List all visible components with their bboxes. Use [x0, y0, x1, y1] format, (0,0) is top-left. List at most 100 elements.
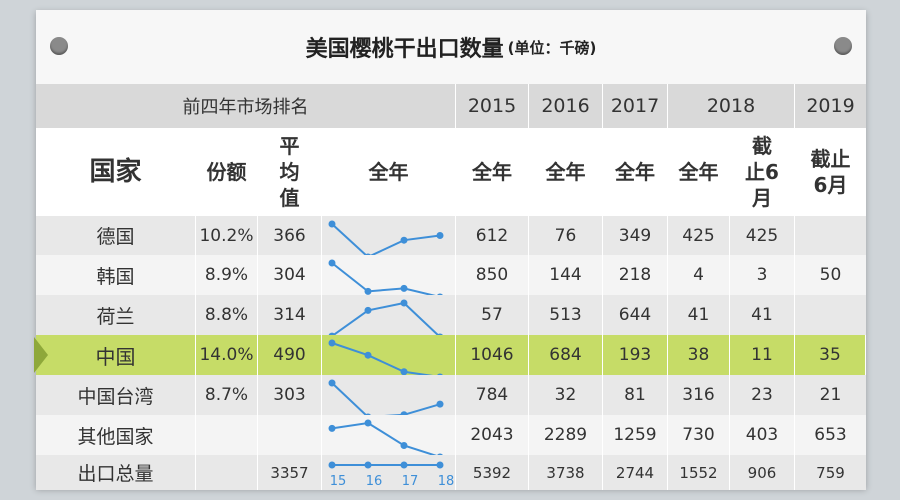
cell-value-2018-june: 425 — [730, 216, 795, 255]
header-avg: 平均值 — [258, 128, 322, 216]
sparkline-line — [331, 223, 441, 255]
sparkline-point — [400, 299, 408, 307]
cell-share: 10.2% — [196, 216, 258, 255]
year-axis-label: 16 — [366, 474, 383, 489]
table-title: 美国樱桃干出口数量 — [305, 37, 504, 62]
cell-value-2017: 193 — [603, 335, 668, 375]
header-share: 份额 — [196, 128, 258, 216]
sparkline-point — [400, 441, 408, 449]
year-axis-point — [400, 461, 408, 469]
cell-trend — [322, 295, 456, 335]
cell-value-2018-june: 23 — [730, 375, 795, 415]
sparkline-line — [331, 421, 438, 455]
cell-trend — [322, 216, 456, 255]
cell-country: 其他国家 — [36, 415, 196, 455]
cell-value-2017: 81 — [603, 375, 668, 415]
year-axis-point — [364, 461, 372, 469]
header-2018-june: 截止6月 — [730, 128, 795, 216]
cell-country: 出口总量 — [36, 455, 196, 490]
sparkline-point — [328, 339, 336, 347]
cell-value-2019-june: 21 — [819, 385, 842, 405]
cell-share: 8.7% — [196, 375, 258, 415]
cell-value-2018-june: 41 — [730, 295, 795, 335]
cell-country: 中国台湾 — [36, 375, 196, 415]
sparkline-point — [364, 287, 372, 295]
table-row: 中国 14.0% 490 1046 684 193 38 11 35 — [34, 335, 866, 375]
sparkline — [328, 299, 443, 335]
cell-avg: 303 — [258, 375, 322, 415]
year-axis-label: 18 — [438, 474, 455, 489]
cell-country: 荷兰 — [36, 295, 196, 335]
cell-value-2016: 76 — [529, 216, 603, 255]
table-row: 韩国 8.9% 304 850 144 218 4 3 50 — [36, 255, 866, 295]
table-row: 荷兰 8.8% 314 57 513 644 41 41 — [36, 295, 866, 335]
header-2018-full: 全年 — [668, 128, 730, 216]
cell-value-2019-june: 35 — [795, 335, 866, 375]
cell-avg: 490 — [258, 335, 322, 375]
cell-value-2018-june: 906 — [730, 455, 795, 490]
year-axis-label: 15 — [330, 474, 347, 489]
header-year-2018: 2018 — [668, 84, 795, 128]
sparkline — [328, 379, 444, 415]
sparkline-point — [328, 259, 336, 267]
cell-trend — [322, 375, 456, 415]
cell-value-2015: 612 — [456, 216, 529, 255]
header-2019-june: 截止6月 — [810, 147, 851, 197]
cell-trend — [322, 415, 456, 455]
cell-value-2015: 784 — [456, 375, 529, 415]
cell-avg: 314 — [258, 295, 322, 335]
pin-right-icon — [834, 37, 852, 55]
cell-value-2016: 513 — [529, 295, 603, 335]
cell-share — [196, 455, 258, 490]
cell-share — [196, 415, 258, 455]
sparkline-line — [331, 342, 434, 375]
highlight-marker-icon — [34, 337, 48, 373]
sparkline-line — [331, 262, 436, 295]
year-axis-point — [436, 461, 444, 469]
cell-value-2017: 218 — [603, 255, 668, 295]
cell-value-2018: 41 — [668, 295, 730, 335]
header-2017-full: 全年 — [603, 128, 668, 216]
cell-share: 8.8% — [196, 295, 258, 335]
sparkline — [328, 339, 443, 375]
cell-value-2018: 4 — [668, 255, 730, 295]
cell-value-2018-june: 403 — [730, 415, 795, 455]
header-ranking: 前四年市场排名 — [36, 84, 456, 128]
sparkline-point — [364, 351, 372, 359]
header-year-2015: 2015 — [456, 84, 529, 128]
cell-value-2019-june — [795, 295, 866, 335]
header-trend: 全年 — [322, 128, 456, 216]
cell-country: 德国 — [36, 216, 196, 255]
sparkline-point — [437, 333, 443, 335]
export-table-card: 美国樱桃干出口数量 (单位：千磅) 前四年市场排名 2015 2016 2017 … — [34, 10, 866, 490]
header-row-years: 前四年市场排名 2015 2016 2017 2018 2019 — [36, 84, 866, 128]
sparkline-point — [364, 419, 372, 427]
sparkline-point — [328, 220, 336, 228]
header-row-columns: 国家 份额 平均值 全年 全年 全年 全年 全年 截止6月 截止6月 — [36, 128, 866, 216]
cell-value-2016: 2289 — [529, 415, 603, 455]
cell-value-2019-june: 759 — [816, 463, 845, 482]
cell-avg — [258, 415, 322, 455]
cell-value-2017: 1259 — [603, 415, 668, 455]
header-year-2016: 2016 — [529, 84, 603, 128]
cell-value-2018: 316 — [668, 375, 730, 415]
cell-avg: 304 — [258, 255, 322, 295]
cell-value-2016: 3738 — [529, 455, 603, 490]
year-axis-label: 17 — [402, 474, 419, 489]
cell-value-2017: 349 — [603, 216, 668, 255]
cell-value-2015: 850 — [456, 255, 529, 295]
sparkline — [328, 259, 443, 295]
sparkline-point — [328, 379, 336, 387]
cell-share: 14.0% — [196, 335, 258, 375]
sparkline-point — [437, 373, 443, 375]
sparkline — [328, 419, 443, 455]
cell-value-2018-june: 3 — [730, 255, 795, 295]
sparkline-point — [436, 400, 444, 408]
header-2015-full: 全年 — [456, 128, 529, 216]
cell-value-2017: 2744 — [603, 455, 668, 490]
sparkline-point — [364, 306, 372, 314]
sparkline-point — [328, 332, 336, 335]
cell-trend: 15 16 17 18 — [322, 455, 456, 490]
cell-value-2015: 57 — [456, 295, 529, 335]
sparkline-point — [365, 253, 371, 255]
